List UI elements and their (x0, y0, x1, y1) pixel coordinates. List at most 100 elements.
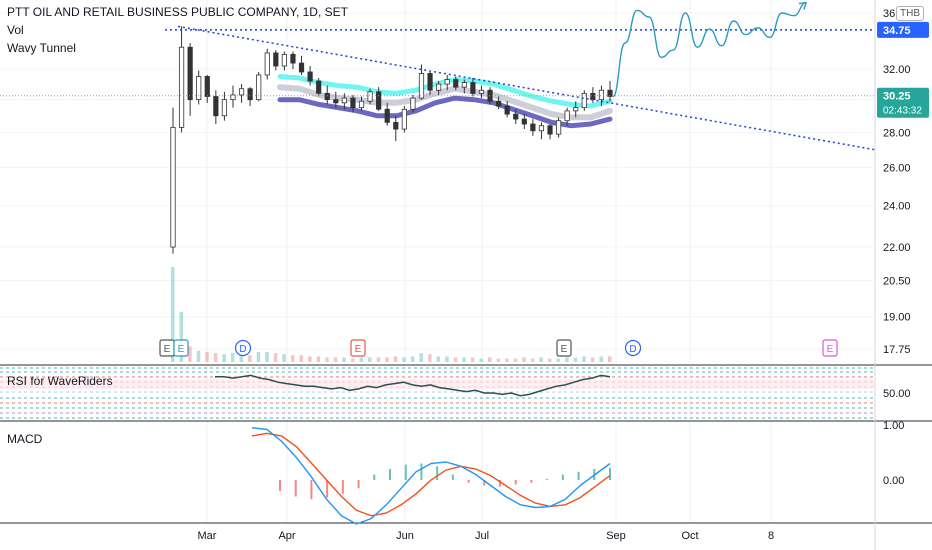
candle-body (393, 121, 399, 130)
candle-body (350, 97, 356, 109)
volume-bar (316, 356, 321, 362)
volume-bar (513, 358, 518, 362)
volume-bar (368, 357, 372, 362)
rsi-pane-title[interactable]: RSI for WaveRiders (7, 374, 113, 388)
candle (538, 122, 545, 140)
candle (273, 50, 279, 71)
candle-body (418, 73, 425, 99)
indicator-wavy-tunnel-label[interactable]: Wavy Tunnel (7, 41, 76, 55)
last-price-tag-text: 30.25 (883, 91, 911, 103)
volume-bar (548, 358, 552, 362)
event-marker: D (234, 339, 252, 357)
volume-bar (419, 353, 423, 362)
macd-histogram-bar (483, 480, 486, 486)
price-tick-label: 26.00 (883, 163, 911, 175)
macd-histogram-bar (341, 480, 344, 494)
candle (581, 90, 587, 111)
candle-body (324, 92, 330, 101)
volume-bar (488, 357, 492, 362)
candle-body (410, 97, 416, 110)
candle (170, 107, 176, 254)
tunnel-outer-band (277, 95, 613, 129)
time-axis-label: Jul (475, 530, 489, 542)
volume-bar (479, 358, 483, 362)
candle (547, 124, 553, 140)
macd-pane-title[interactable]: MACD (7, 432, 43, 446)
candle (530, 119, 536, 136)
macd-histogram-bar (609, 467, 611, 480)
macd-histogram-bar (279, 480, 281, 491)
price-tick-label: 17.75 (883, 344, 911, 356)
volume-bar (470, 357, 475, 362)
candle-body (273, 52, 279, 67)
price-tick-label: 32.00 (883, 64, 911, 76)
volume-bar (188, 346, 192, 362)
price-tick-label: 20.50 (883, 276, 911, 288)
candle-body (598, 89, 605, 101)
candle-body (264, 52, 270, 76)
macd-tick-label: 1.00 (883, 420, 904, 432)
candle-body (487, 89, 493, 102)
price-tick-label: 19.00 (883, 312, 911, 324)
volume-bar (573, 357, 578, 362)
event-marker: E (173, 339, 189, 357)
volume-bar (290, 355, 295, 362)
candle (350, 94, 356, 113)
volume-bar (402, 357, 406, 362)
event-marker: E (350, 339, 366, 357)
event-marker-label: D (239, 344, 246, 355)
candle (376, 87, 382, 111)
candle-body (513, 113, 519, 120)
time-axis-label: Mar (198, 530, 217, 542)
macd-histogram-bar (451, 474, 454, 480)
candle-body (358, 100, 365, 109)
volume-bar (213, 353, 218, 362)
candle-body (281, 53, 287, 67)
candle (521, 114, 527, 130)
volume-bar (385, 357, 389, 362)
volume-bar (393, 356, 398, 362)
candle (436, 81, 442, 95)
target-price-tag-text: 34.75 (883, 25, 911, 37)
candle (341, 93, 347, 110)
candle-body (564, 110, 570, 122)
volume-bar (530, 358, 535, 362)
macd-histogram-bar (577, 471, 580, 480)
volume-bar (333, 357, 338, 362)
volume-bar (582, 356, 586, 362)
candle-body (573, 107, 579, 112)
indicator-vol-label[interactable]: Vol (7, 23, 24, 37)
event-marker-label: D (629, 344, 636, 355)
macd-histogram-bar (561, 474, 564, 480)
time-axis-label: Sep (606, 530, 626, 542)
volume-bar (350, 358, 355, 362)
candle-body (341, 97, 347, 104)
candle-body (384, 108, 390, 123)
event-marker-label: E (355, 344, 362, 355)
candle (461, 79, 467, 94)
last-price-tag-countdown: 02:43:32 (883, 106, 922, 117)
candle-body (170, 126, 176, 248)
volume-bar (590, 357, 595, 362)
last-price-tag: 30.25 02:43:32 (877, 87, 929, 118)
volume-bar (230, 353, 235, 362)
time-axis-label: 8 (768, 530, 774, 542)
candle-body (367, 91, 373, 102)
candle-body (333, 99, 339, 104)
volume-bar (453, 357, 458, 362)
volume-bar (265, 351, 269, 362)
candle (281, 51, 287, 71)
event-marker-label: E (164, 344, 171, 355)
volume-bar (282, 354, 286, 362)
earnings-icon (822, 339, 838, 357)
macd-histogram-bar (310, 480, 313, 500)
volume-bar (428, 354, 432, 362)
rsi-tick-label: 50.00 (883, 388, 911, 400)
candle (504, 101, 510, 118)
candle-body (290, 53, 296, 64)
candle-body (196, 76, 202, 101)
candle (555, 117, 562, 138)
volume-bar (462, 357, 466, 362)
candle (427, 71, 433, 95)
